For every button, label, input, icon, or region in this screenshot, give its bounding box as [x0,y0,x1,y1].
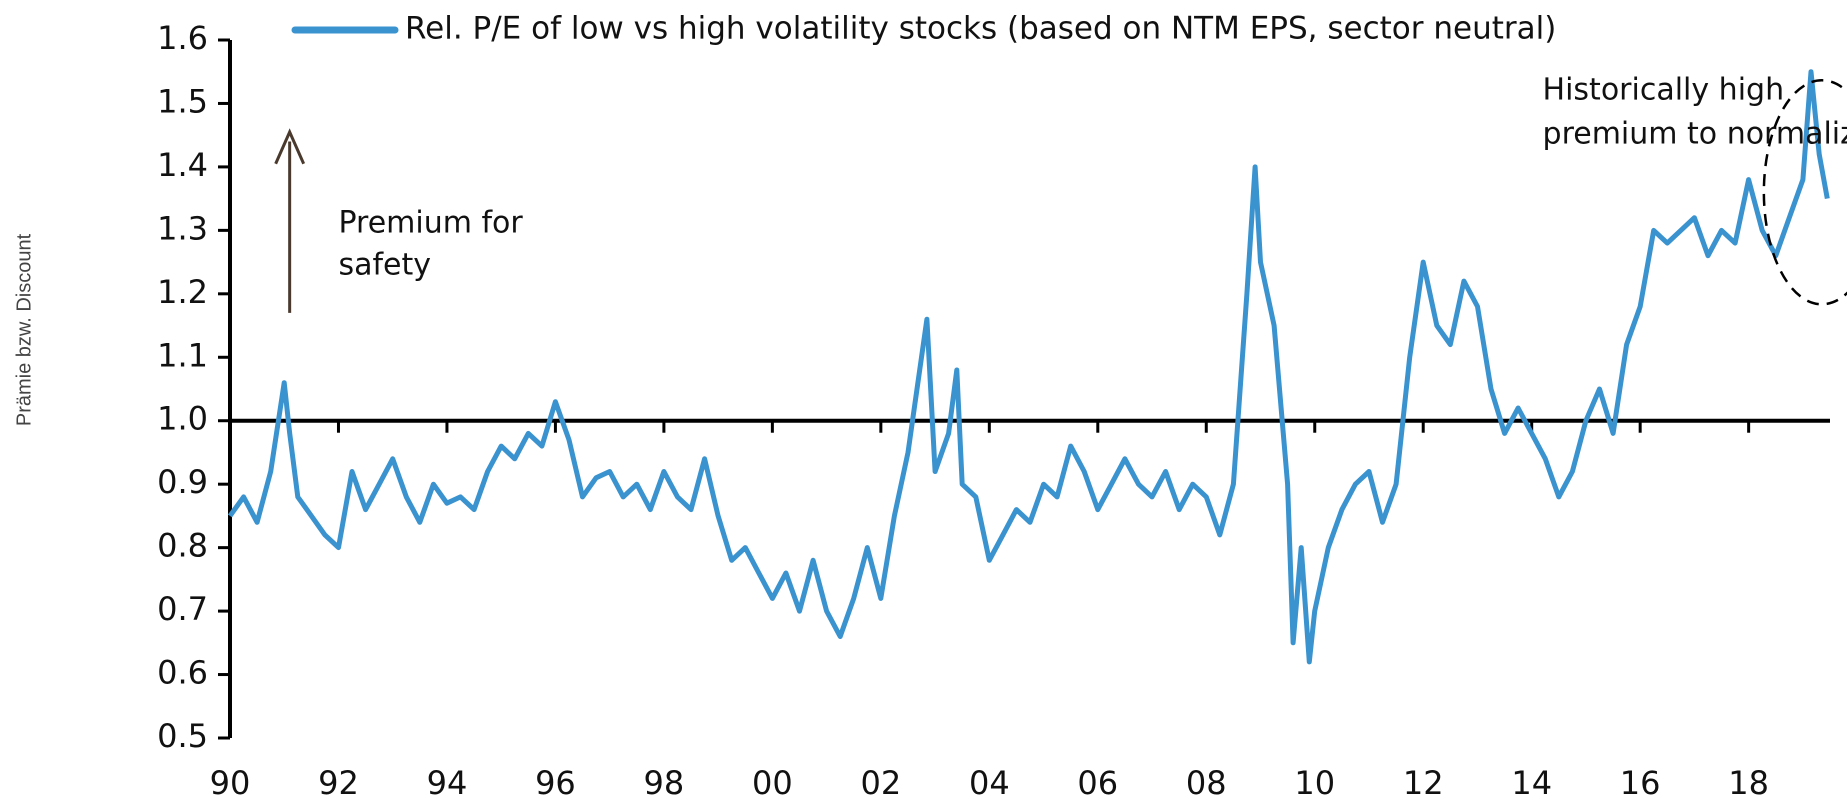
x-tick-label: 02 [860,764,901,802]
y-tick-label: 1.4 [157,146,208,184]
data-line [227,69,1830,665]
annotation: premium to normalize [1543,116,1847,151]
y-axis-label: Prämie bzw. Discount [13,233,35,426]
y-tick-label: 0.6 [157,654,208,692]
x-tick-label: 12 [1403,764,1444,802]
annotation: safety [338,248,431,283]
x-tick-label: 04 [969,764,1010,802]
y-tick-label: 0.8 [157,527,208,565]
y-tick-label: 0.5 [157,717,208,755]
y-tick-label: 1.3 [157,209,208,247]
x-tick-label: 94 [427,764,468,802]
y-tick-label: 1.2 [157,273,208,311]
y-tick-label: 0.9 [157,463,208,501]
x-tick-label: 10 [1294,764,1335,802]
y-tick-label: 1.5 [157,82,208,120]
arrow-head [274,128,306,165]
annotation: Historically high [1543,72,1785,107]
highlight-ellipse [1762,79,1847,306]
x-tick-label: 18 [1728,764,1769,802]
annotation: Premium for [338,206,523,241]
y-tick-label: 1.1 [157,336,208,374]
x-tick-label: 16 [1620,764,1661,802]
x-tick-label: 98 [644,764,685,802]
x-tick-label: 14 [1511,764,1552,802]
x-tick-label: 00 [752,764,793,802]
x-tick-label: 96 [535,764,576,802]
y-tick-label: 0.7 [157,590,208,628]
legend-label: Rel. P/E of low vs high volatility stock… [405,11,1556,47]
y-tick-label: 1.6 [157,19,208,57]
x-tick-label: 90 [210,764,251,802]
x-tick-label: 92 [318,764,359,802]
x-tick-label: 06 [1077,764,1118,802]
y-tick-label: 1.0 [157,400,208,438]
x-tick-label: 08 [1186,764,1227,802]
